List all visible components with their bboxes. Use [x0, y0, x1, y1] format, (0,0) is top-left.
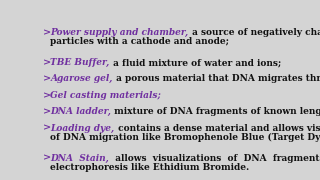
- Text: Loading dye,: Loading dye,: [51, 123, 115, 132]
- Text: >: >: [43, 154, 51, 163]
- Text: allows  visualizations  of  DNA  fragments  after: allows visualizations of DNA fragments a…: [109, 154, 320, 163]
- Text: mixture of DNA fragments of known lengths;: mixture of DNA fragments of known length…: [111, 107, 320, 116]
- Text: a porous material that DNA migrates through;: a porous material that DNA migrates thro…: [113, 75, 320, 84]
- Text: >: >: [43, 58, 51, 67]
- Text: Power supply and chamber,: Power supply and chamber,: [51, 28, 188, 37]
- Text: Gel casting materials;: Gel casting materials;: [51, 91, 161, 100]
- Text: contains a dense material and allows visualization: contains a dense material and allows vis…: [115, 123, 320, 132]
- Text: electrophoresis like Ethidium Bromide.: electrophoresis like Ethidium Bromide.: [51, 163, 250, 172]
- Text: of DNA migration like Bromophenole Blue (Target Dye);: of DNA migration like Bromophenole Blue …: [51, 132, 320, 142]
- Text: >: >: [43, 28, 51, 37]
- Text: DNA ladder,: DNA ladder,: [51, 107, 111, 116]
- Text: a source of negatively charged: a source of negatively charged: [188, 28, 320, 37]
- Text: DNA  Stain,: DNA Stain,: [51, 154, 109, 163]
- Text: particles with a cathode and anode;: particles with a cathode and anode;: [51, 37, 229, 46]
- Text: >: >: [43, 91, 51, 100]
- Text: >: >: [43, 107, 51, 116]
- Text: Agarose gel,: Agarose gel,: [51, 75, 113, 84]
- Text: TBE Buffer,: TBE Buffer,: [51, 58, 110, 67]
- Text: >: >: [43, 75, 51, 84]
- Text: a fluid mixture of water and ions;: a fluid mixture of water and ions;: [110, 58, 281, 67]
- Text: >: >: [43, 123, 51, 132]
